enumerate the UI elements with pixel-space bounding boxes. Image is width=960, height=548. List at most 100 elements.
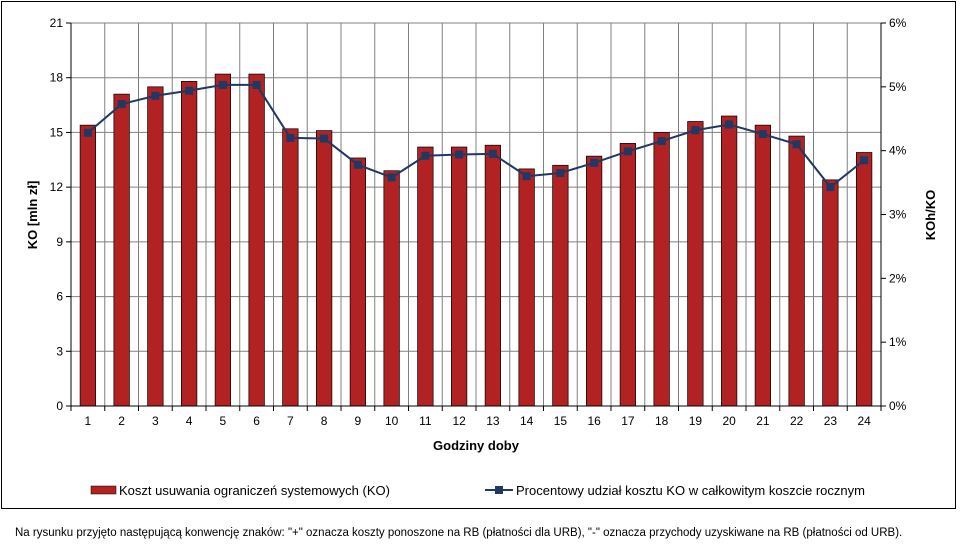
line-point [151,91,160,100]
line-point [590,158,599,167]
x-tick-label: 15 [554,414,568,428]
chart-frame [1,1,956,509]
line-point [623,147,632,156]
bar [518,168,535,407]
legend: Koszt usuwania ograniczeń systemowych (K… [90,483,865,498]
bar [619,143,636,407]
line-point [353,160,362,169]
x-tick-label: 14 [520,414,534,428]
x-tick-label: 9 [355,414,362,428]
line-point [522,172,531,181]
line-point [286,133,295,142]
y-axis-label: KO [mln zł] [25,181,40,250]
line-point [83,128,92,137]
x-tick-label: 6 [253,414,260,428]
x-tick-label: 22 [790,414,804,428]
x-tick-label: 11 [419,414,432,428]
legend-line-marker [495,486,503,494]
legend-bar-label: Koszt usuwania ograniczeń systemowych (K… [119,483,390,498]
x-tick-label: 20 [722,414,736,428]
legend-line-label: Procentowy udział kosztu KO w całkowitym… [516,483,865,498]
line-point [488,149,497,158]
bar [484,144,501,407]
y-tick-label: 6 [56,290,63,304]
bar [79,124,96,407]
bar [383,170,400,407]
y2-axis-label: KOh/KO [923,190,938,241]
bar [721,115,738,407]
bar [451,146,468,407]
percent-line [83,80,869,192]
line-point [725,120,734,129]
bar [214,73,231,407]
bar [316,130,333,407]
x-tick-label: 18 [655,414,669,428]
line-point [455,150,464,159]
bar [147,86,164,407]
x-tick-label: 19 [689,414,703,428]
y-tick-label: 0 [56,399,63,413]
line-point [320,134,329,143]
bar [282,128,299,407]
bar [856,152,873,407]
x-tick-label: 16 [587,414,601,428]
footnote: Na rysunku przyjęto następującą konwencj… [15,527,903,539]
x-tick-label: 5 [220,414,227,428]
grid [70,22,882,407]
bar [417,146,434,407]
x-tick-label: 12 [452,414,466,428]
x-tick-label: 23 [824,414,838,428]
line-point [657,137,666,146]
line-point [826,183,835,192]
x-tick-label: 8 [321,414,328,428]
x-tick-label: 24 [857,414,871,428]
bar [113,93,130,407]
bar [822,179,839,407]
bar [552,164,569,407]
line-point [185,86,194,95]
line-point [421,151,430,160]
y2-tick-label: 3% [889,208,907,222]
x-axis-label: Godziny doby [433,438,520,453]
y-tick-label: 15 [50,125,64,139]
legend-bar-swatch [90,485,117,495]
bars [79,73,873,407]
y-tick-label: 3 [56,344,63,358]
line-point [691,126,700,135]
bar [181,81,198,407]
x-tick-label: 13 [486,414,500,428]
line-point [860,156,869,165]
x-tick-label: 10 [385,414,399,428]
y-tick-label: 12 [50,180,64,194]
bar [788,135,805,407]
line-point [387,173,396,182]
y2-tick-label: 6% [889,16,907,30]
bar [687,121,704,407]
x-tick-label: 7 [287,414,294,428]
y2-tick-label: 2% [889,271,907,285]
y-tick-label: 21 [50,16,64,30]
y2-tick-label: 0% [889,399,907,413]
line-point [792,140,801,149]
y2-tick-label: 4% [889,144,907,158]
line-point [117,100,126,109]
y-tick-label: 9 [56,235,63,249]
bar [653,132,670,407]
line-point [252,80,261,89]
y-tick-label: 18 [50,71,64,85]
line-point [218,80,227,89]
line-point [556,169,565,178]
x-tick-label: 1 [85,414,92,428]
x-tick-label: 17 [621,414,635,428]
bar [349,157,366,407]
line-point [758,130,767,139]
y2-tick-label: 5% [889,80,907,94]
x-tick-label: 21 [756,414,770,428]
percent-polyline [87,83,865,189]
bar [586,155,603,407]
y2-tick-label: 1% [889,335,907,349]
x-tick-label: 4 [186,414,193,428]
x-tick-label: 2 [118,414,125,428]
